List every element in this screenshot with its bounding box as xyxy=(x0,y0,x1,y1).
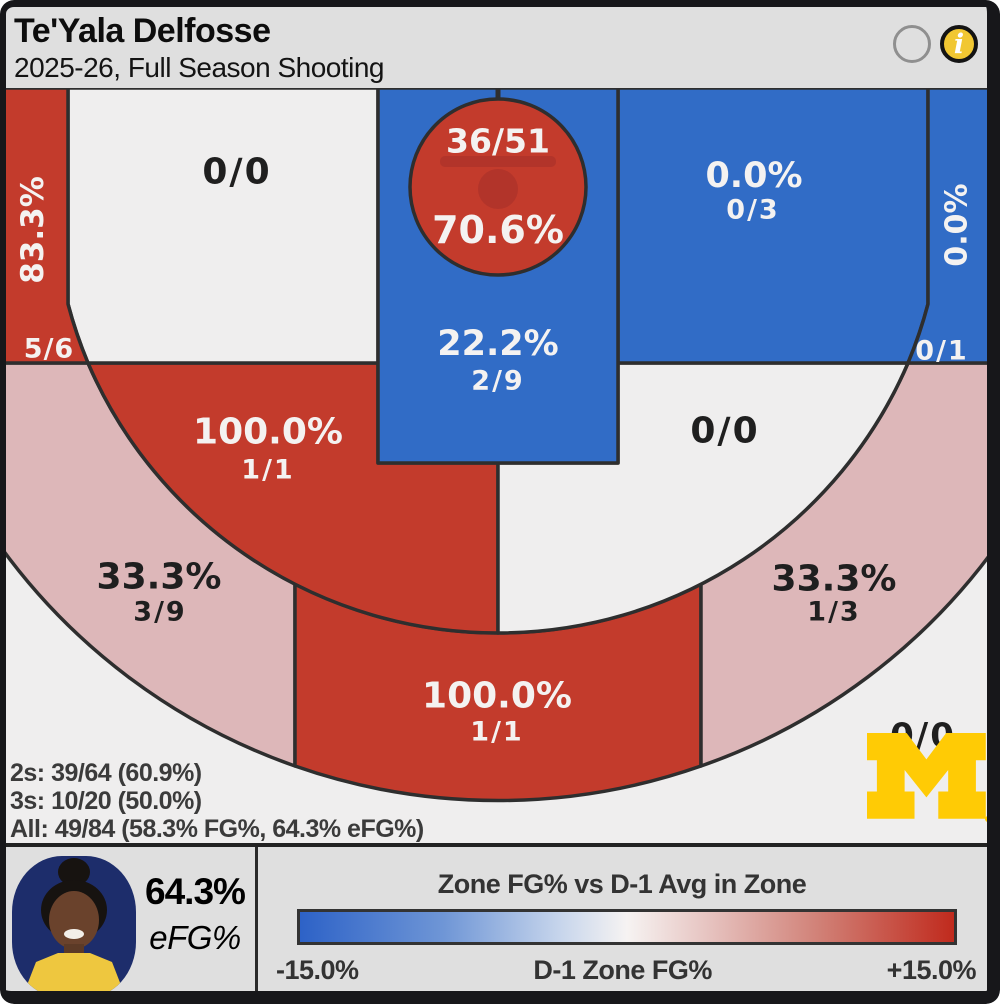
legend-gradient-bar xyxy=(297,909,957,945)
legend-mid-label: D-1 Zone FG% xyxy=(533,955,712,985)
totals-all: All: 49/84 (58.3% FG%, 64.3% eFG%) xyxy=(10,815,424,843)
left-corner-3-pct: 83.3% xyxy=(15,176,51,284)
header: Te'Yala Delfosse 2025-26, Full Season Sh… xyxy=(0,0,1000,88)
totals-3s: 3s: 10/20 (50.0%) xyxy=(10,787,202,815)
season-subtitle: 2025-26, Full Season Shooting xyxy=(14,52,385,83)
logo-trademark-dot xyxy=(985,816,991,822)
left-baseline-mid-count: 0/0 xyxy=(202,152,271,193)
top-key-3-pct: 100.0% xyxy=(422,676,572,717)
right-baseline-mid-pct: 0.0% xyxy=(705,156,802,196)
toggle-circle-button[interactable] xyxy=(893,25,931,63)
zone-left-baseline-mid[interactable] xyxy=(66,86,380,365)
efg-value: 64.3% xyxy=(145,871,246,912)
left-wing-3-pct: 33.3% xyxy=(97,557,222,598)
left-corner-3-count: 5/6 xyxy=(24,334,74,365)
legend-title: Zone FG% vs D-1 Avg in Zone xyxy=(437,869,807,899)
left-wing-3-count: 3/9 xyxy=(133,597,186,628)
player-name: Te'Yala Delfosse xyxy=(14,12,271,50)
totals-2s: 2s: 39/64 (60.9%) xyxy=(10,759,202,787)
rim-pct: 70.6% xyxy=(432,208,564,252)
efg-label: eFG% xyxy=(149,919,241,956)
legend-max-label: +15.0% xyxy=(886,955,977,985)
top-key-3-count: 1/1 xyxy=(470,717,523,748)
zone-right-corner-3[interactable] xyxy=(906,86,1000,365)
left-elbow-mid-count: 1/1 xyxy=(241,455,294,486)
legend-min-label: -15.0% xyxy=(276,955,359,985)
right-wing-3-count: 1/3 xyxy=(807,597,860,628)
footer-divider xyxy=(255,847,258,1004)
zone-right-elbow-mid[interactable] xyxy=(496,361,910,635)
right-corner-3-pct: 0.0% xyxy=(940,183,975,266)
legend-scale-labels: -15.0% D-1 Zone FG% +15.0% xyxy=(276,955,977,986)
left-elbow-mid-pct: 100.0% xyxy=(193,412,343,453)
shooting-totals: 2s: 39/64 (60.9%) 3s: 10/20 (50.0%) All:… xyxy=(10,759,424,843)
info-icon[interactable]: i xyxy=(940,25,978,63)
ball-icon xyxy=(478,169,518,209)
paint-count: 2/9 xyxy=(471,366,524,397)
footer-panel: 64.3% eFG% Zone FG% vs D-1 Avg in Zone -… xyxy=(0,843,1000,1004)
zone-left-elbow-mid[interactable] xyxy=(86,361,500,635)
zone-left-corner-3[interactable] xyxy=(0,86,90,365)
paint-pct: 22.2% xyxy=(437,324,558,364)
right-baseline-mid-count: 0/3 xyxy=(726,195,779,226)
rim-count: 36/51 xyxy=(446,122,550,161)
michigan-logo xyxy=(867,733,986,819)
right-corner-3-count: 0/1 xyxy=(915,336,968,367)
right-wing-3-pct: 33.3% xyxy=(772,559,897,600)
zone-right-baseline-mid[interactable] xyxy=(616,86,930,365)
right-elbow-mid-count: 0/0 xyxy=(690,411,759,452)
backboard-icon xyxy=(440,156,556,167)
player-photo xyxy=(12,856,136,998)
